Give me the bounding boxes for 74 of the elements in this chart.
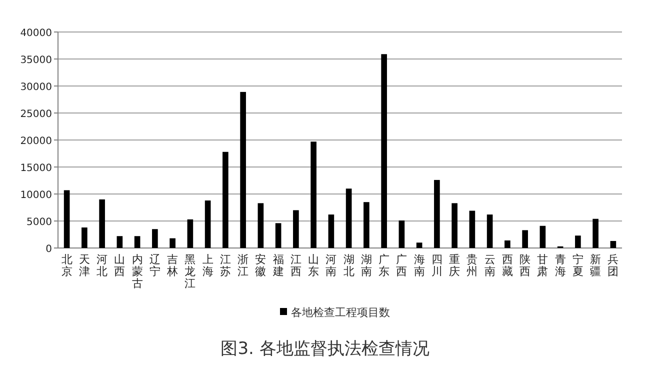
bar	[293, 210, 299, 248]
bar	[540, 226, 546, 248]
bar	[310, 142, 316, 248]
x-tick-label: 西藏	[502, 253, 513, 278]
y-tick-label: 5000	[26, 217, 52, 228]
x-tick-label: 云南	[484, 253, 496, 278]
y-tick-label: 10000	[20, 190, 52, 201]
x-tick-label: 上海	[202, 253, 214, 278]
bar	[381, 54, 387, 248]
x-tick-label: 陕西	[520, 253, 531, 278]
bar	[346, 188, 352, 248]
bar	[64, 190, 70, 248]
y-tick-label: 30000	[20, 82, 52, 93]
x-tick-label: 吉林	[166, 253, 178, 278]
text: 图3. 各地监督执法检查情况	[220, 339, 430, 359]
x-tick-label: 内蒙古	[132, 253, 143, 290]
bar	[486, 214, 493, 248]
bar	[82, 227, 88, 248]
y-tick-label: 0	[46, 244, 52, 255]
x-tick-label: 北京	[61, 253, 72, 278]
bar	[204, 200, 211, 248]
y-tick-label: 25000	[20, 109, 52, 120]
y-tick-label: 15000	[20, 163, 52, 174]
bar	[187, 219, 194, 248]
x-tick-label: 河北	[96, 253, 108, 278]
bar	[240, 92, 246, 248]
bar	[134, 236, 140, 248]
x-tick-label: 浙江	[238, 253, 249, 278]
y-tick-label: 20000	[20, 136, 52, 147]
bar	[416, 242, 422, 248]
bar	[504, 240, 510, 248]
x-tick-label: 福建	[272, 253, 284, 278]
bar	[575, 236, 581, 248]
bar	[152, 229, 158, 248]
x-tick-label: 青海	[554, 253, 566, 278]
bar	[116, 236, 123, 248]
bar	[275, 223, 282, 248]
bar	[398, 220, 405, 248]
x-tick-label: 湖北	[343, 253, 354, 278]
x-tick-label: 贵州	[466, 253, 478, 278]
x-tick-label: 山西	[114, 253, 126, 278]
x-tick-label: 天津	[78, 253, 90, 278]
x-tick-label: 海南	[414, 253, 425, 278]
x-tick-label: 重庆	[449, 253, 460, 278]
x-tick-label: 山东	[308, 253, 320, 278]
bar	[522, 230, 528, 248]
x-tick-label: 广西	[396, 253, 408, 278]
legend-label: 各地检查工程项目数	[291, 306, 390, 319]
bar	[610, 240, 616, 248]
x-tick-label: 江西	[290, 253, 302, 278]
x-tick-label: 安徽	[255, 253, 266, 278]
x-tick-label: 江苏	[220, 253, 231, 278]
x-tick-label: 兵团	[608, 253, 619, 278]
x-tick-label: 甘肃	[537, 253, 548, 278]
x-tick-label: 湖南	[360, 253, 372, 278]
y-tick-label: 35000	[20, 55, 52, 66]
bar	[258, 203, 264, 248]
bar	[222, 152, 228, 248]
y-tick-label: 40000	[20, 28, 52, 39]
bar	[434, 180, 440, 248]
bar	[469, 210, 476, 248]
x-tick-label: 辽宁	[149, 253, 160, 278]
x-tick-label: 四川	[431, 253, 442, 278]
bar	[170, 238, 176, 248]
bar	[364, 202, 370, 248]
bar	[328, 214, 334, 248]
x-tick-label: 广东	[378, 253, 390, 278]
x-tick-label: 新疆	[590, 253, 602, 278]
x-tick-label: 黑龙江	[184, 253, 196, 290]
bar	[592, 218, 598, 248]
bar	[452, 203, 458, 248]
x-tick-label: 河南	[326, 253, 337, 278]
x-tick-label: 宁夏	[572, 253, 584, 278]
bar	[99, 199, 105, 248]
